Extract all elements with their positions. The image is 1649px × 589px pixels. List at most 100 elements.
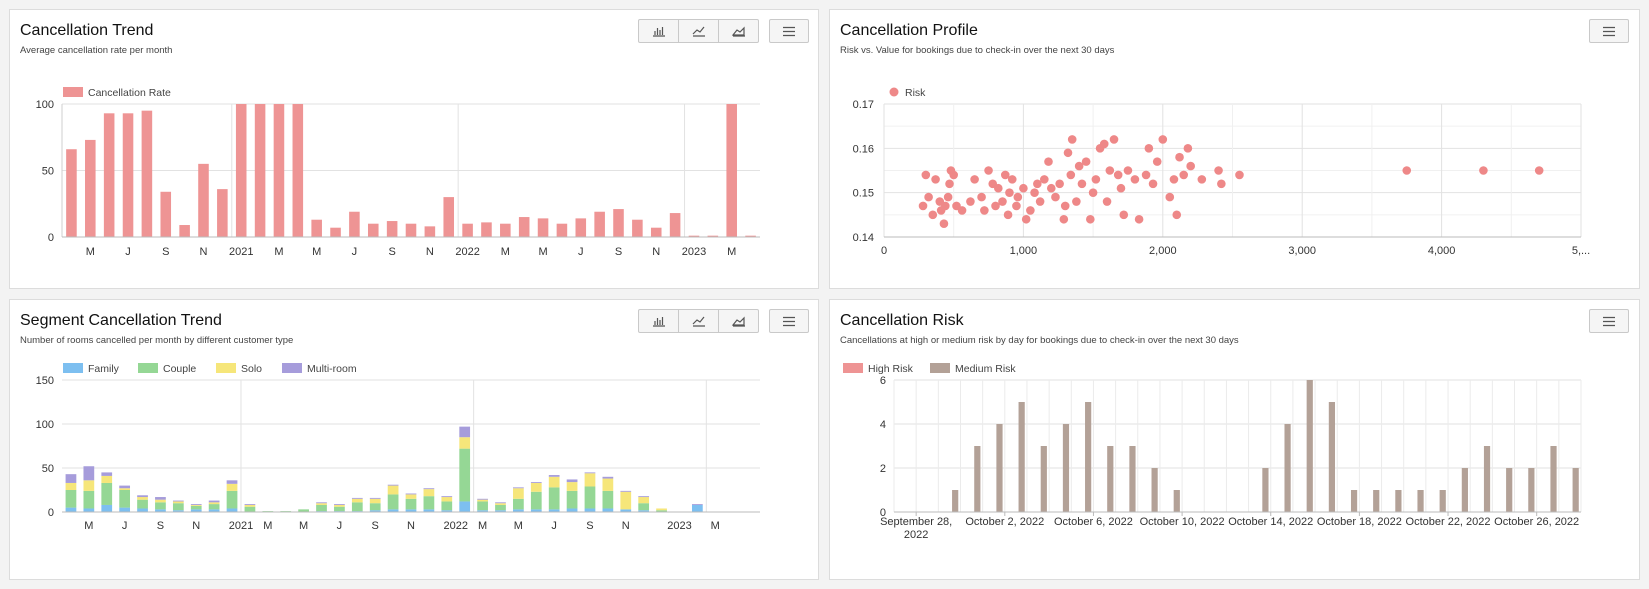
legend-swatch: [930, 363, 950, 373]
bar-chart-icon[interactable]: [639, 20, 679, 42]
cancellation-profile-panel: Cancellation Profile Risk vs. Value for …: [829, 9, 1640, 289]
stacked-bar-segment: [405, 498, 417, 510]
area-chart-icon[interactable]: [719, 20, 758, 42]
scatter-point: [1214, 166, 1223, 175]
stacked-bar-segment: [691, 504, 703, 505]
stacked-bar-segment: [405, 494, 417, 499]
scatter-point: [1007, 175, 1017, 184]
y-tick-label: 0.15: [853, 188, 874, 200]
scatter-point: [970, 175, 979, 184]
x-tick-label: J: [125, 246, 131, 258]
bar: [575, 218, 587, 237]
hamburger-menu-icon[interactable]: [1589, 19, 1629, 43]
scatter-point: [1072, 197, 1081, 206]
bar: [1151, 468, 1158, 512]
stacked-bar-segment: [83, 480, 95, 491]
stacked-bar-segment: [638, 496, 650, 498]
y-tick-label: 0: [880, 507, 886, 519]
x-tick-label: S: [388, 246, 395, 258]
y-tick-label: 50: [42, 166, 54, 178]
scatter-point: [1088, 188, 1098, 197]
stacked-bar-segment: [584, 486, 596, 509]
stacked-bar-segment: [459, 426, 471, 438]
bar: [1417, 490, 1424, 512]
bar: [500, 223, 511, 237]
legend-label: Couple: [163, 363, 196, 375]
cancellation-risk-chart: High Risk Medium Risk 0 2 4 6 September 28,202…: [843, 363, 1582, 541]
scatter-point: [931, 175, 940, 184]
scatter-point: [1123, 166, 1133, 175]
bar: [1173, 490, 1180, 512]
stacked-bar-segment: [137, 497, 148, 500]
x-tick-label: M: [263, 520, 272, 532]
bar: [1306, 380, 1313, 512]
scatter-point: [966, 197, 975, 206]
bar: [367, 223, 379, 237]
bar: [1350, 490, 1358, 512]
scatter-point: [1217, 179, 1226, 189]
area-chart-icon[interactable]: [719, 310, 758, 332]
scatter-point: [1000, 170, 1010, 180]
scatter-point: [1119, 210, 1129, 220]
stacked-bar-segment: [495, 504, 506, 511]
x-tick-label: J: [352, 246, 358, 258]
x-tick-label: 2022: [904, 529, 928, 541]
x-tick-label: 3,000: [1288, 245, 1316, 257]
bar-chart-icon[interactable]: [639, 310, 679, 332]
bar: [1506, 468, 1513, 512]
x-tick-label: October 22, 2022: [1406, 516, 1491, 528]
scatter-point: [1066, 170, 1076, 180]
x-tick-label: S: [162, 246, 169, 258]
bar: [650, 227, 662, 237]
stacked-bar-segment: [351, 497, 363, 499]
x-tick-label: M: [274, 246, 283, 258]
stacked-bar-segment: [172, 510, 184, 512]
x-tick-label: 4,000: [1428, 245, 1456, 257]
bar: [1528, 468, 1535, 512]
stacked-bar-segment: [190, 505, 202, 510]
y-tick-label: 0.14: [853, 232, 874, 244]
x-tick-label: 2021: [229, 520, 253, 532]
scatter-point: [1063, 148, 1073, 158]
hamburger-menu-icon[interactable]: [1589, 309, 1629, 333]
bar: [103, 113, 115, 237]
scatter-point: [928, 210, 938, 220]
hamburger-menu-icon[interactable]: [769, 19, 809, 43]
stacked-bar-segment: [405, 509, 417, 512]
bar: [1284, 424, 1291, 512]
legend-label: Family: [88, 363, 120, 375]
stacked-bar-segment: [656, 510, 667, 512]
bar: [1483, 446, 1491, 512]
line-chart-icon[interactable]: [679, 310, 719, 332]
stacked-bar-segment: [548, 487, 560, 510]
stacked-bar-segment: [155, 499, 166, 503]
bar: [518, 217, 530, 237]
line-chart-icon[interactable]: [679, 20, 719, 42]
stacked-bar-segment: [65, 482, 77, 490]
x-tick-label: N: [426, 246, 434, 258]
stacked-bar-segment: [423, 496, 435, 510]
bar: [745, 235, 756, 237]
y-tick-label: 6: [880, 375, 886, 387]
scatter-point: [1019, 183, 1028, 193]
stacked-bar-segment: [190, 504, 202, 505]
stacked-bar-segment: [119, 485, 131, 489]
stacked-bar-segment: [513, 487, 524, 489]
legend-label: Medium Risk: [955, 363, 1016, 375]
panel-title: Cancellation Profile: [840, 22, 978, 39]
stacked-bar-segment: [119, 490, 131, 508]
stacked-bar-segment: [423, 488, 435, 490]
x-tick-label: M: [501, 246, 510, 258]
scatter-point: [924, 192, 933, 202]
stacked-bar-segment: [316, 504, 327, 512]
bar: [217, 189, 228, 237]
stacked-bar-segment: [584, 472, 596, 474]
x-tick-label: October 2, 2022: [965, 516, 1044, 528]
bar: [349, 211, 360, 237]
scatter-point: [1091, 175, 1101, 184]
cancellation-trend-chart: Cancellation Rate 0 50 100 M J S N 2021 M M J S N 2022…: [36, 87, 760, 258]
bar: [1395, 490, 1402, 512]
stacked-bar-segment: [566, 490, 578, 509]
hamburger-menu-icon[interactable]: [769, 309, 809, 333]
bar: [66, 149, 77, 237]
